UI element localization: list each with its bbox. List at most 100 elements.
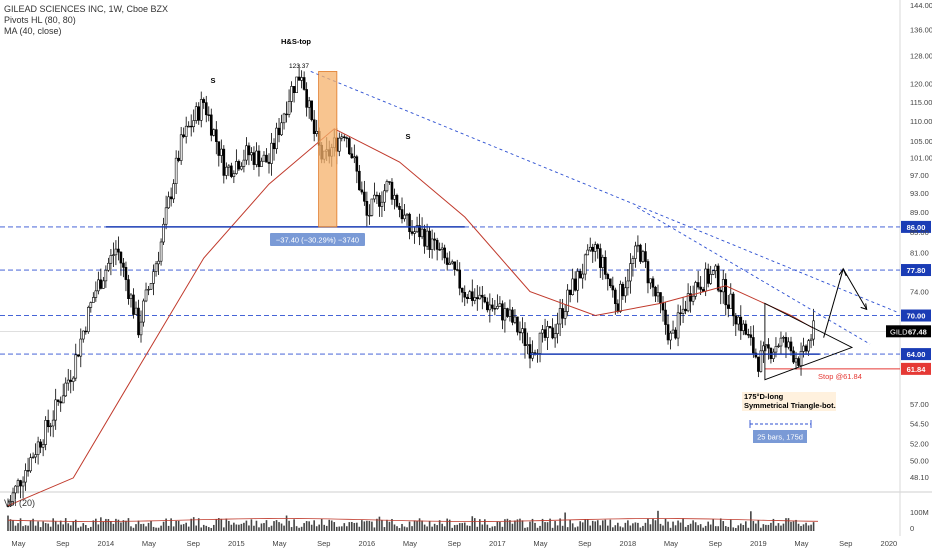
volume-bar (233, 522, 235, 531)
volume-bar (396, 526, 398, 531)
volume-bar (418, 518, 421, 531)
volume-bar (519, 518, 521, 531)
volume-bar (704, 525, 707, 531)
candle-body (809, 338, 813, 342)
trendline-minor (636, 206, 871, 345)
candle-body (701, 289, 705, 292)
volume-bar (220, 518, 223, 531)
volume-bar (481, 524, 484, 531)
y-tick-label: 54.50 (910, 419, 929, 428)
last-price-symbol: GILD (890, 327, 908, 336)
volume-bar (112, 523, 115, 531)
volume-bar (356, 522, 358, 531)
volume-bar (795, 519, 797, 531)
candle-body (277, 127, 281, 136)
candle-body (704, 268, 707, 292)
volume-bar (290, 527, 293, 531)
y-tick-label: 85.00 (910, 228, 929, 237)
candle-body (76, 354, 80, 357)
volume-bar (115, 518, 117, 531)
candle-body (762, 345, 765, 352)
volume-bar (729, 519, 732, 531)
candle-body (538, 332, 542, 354)
candle-body (694, 282, 697, 297)
indicator-pivots: Pivots HL (80, 80) (4, 15, 76, 25)
candle-body (749, 334, 753, 338)
candle-body (54, 399, 57, 421)
candle-body (721, 279, 725, 293)
volume-bar (258, 527, 260, 531)
candle-body (792, 350, 795, 363)
candle-body (312, 119, 316, 134)
volume-bar (195, 525, 198, 531)
volume-bar (807, 525, 810, 531)
volume-bar (707, 521, 709, 531)
volume-bar (599, 525, 602, 531)
volume-bar (275, 520, 278, 531)
x-tick-label: Sep (56, 539, 69, 548)
volume-bar (202, 524, 205, 531)
volume-bar (664, 518, 667, 531)
volume-bar (433, 523, 436, 531)
candle-body (139, 321, 143, 336)
volume-bar (175, 520, 177, 531)
volume-bar (431, 526, 433, 531)
volume-bar (24, 525, 27, 531)
annotations: −37.40 (−30.29%) −3740 H&S-top S S 123.37 Sto… (105, 37, 899, 443)
hs-top-label: H&S-top (281, 37, 311, 46)
candle-body (624, 287, 627, 297)
volume-bar (44, 523, 47, 531)
candle-body (742, 323, 745, 331)
y-tick-label: 120.00 (910, 79, 932, 88)
volume-bar (127, 518, 130, 531)
volume-bar (403, 526, 406, 531)
candle-body (177, 157, 180, 161)
candle-body (719, 289, 723, 293)
volume-bar (34, 525, 37, 531)
volume-bar (747, 527, 750, 531)
x-tick-label: May (11, 539, 25, 548)
volume-bar (752, 521, 755, 531)
candle-body (179, 134, 183, 161)
candle-body (736, 316, 740, 325)
candle-body (59, 401, 63, 404)
volume-bar (524, 527, 526, 531)
volume-bar (59, 520, 62, 531)
volume-bar (323, 524, 326, 531)
volume-bar (308, 521, 310, 531)
candle-body (498, 303, 502, 307)
y-tick-label: 101.00 (910, 154, 932, 163)
candle-body (413, 231, 416, 234)
y-tick-label: 89.00 (910, 208, 929, 217)
candle-body (739, 316, 743, 331)
candle-body (646, 261, 650, 284)
candle-body (104, 269, 108, 282)
level-price-label: 61.84 (907, 365, 927, 374)
candle-body (56, 399, 60, 402)
candle-body (496, 306, 499, 309)
volume-bar (514, 520, 516, 531)
candle-body (202, 99, 206, 103)
candle-body (521, 328, 524, 334)
last-price-value: 67.48 (908, 327, 927, 336)
volume-bar (652, 518, 654, 531)
candle-body (245, 145, 248, 161)
candle-body (729, 293, 733, 309)
volume-bar (461, 523, 464, 531)
volume-bar (712, 519, 715, 531)
candle-body (759, 350, 763, 372)
x-tick-label: 2020 (881, 539, 898, 548)
candle-body (247, 145, 251, 156)
candle-body (588, 246, 592, 251)
candle-body (149, 283, 153, 290)
volume-bar (421, 520, 423, 531)
decline-label-box (270, 233, 365, 246)
volume-bar (740, 523, 742, 531)
volume-bar (19, 518, 22, 531)
volume-bar (644, 522, 647, 531)
candle-body (388, 181, 391, 183)
candle-body (561, 308, 564, 319)
volume-bar (315, 526, 318, 531)
volume-bar (378, 516, 381, 531)
